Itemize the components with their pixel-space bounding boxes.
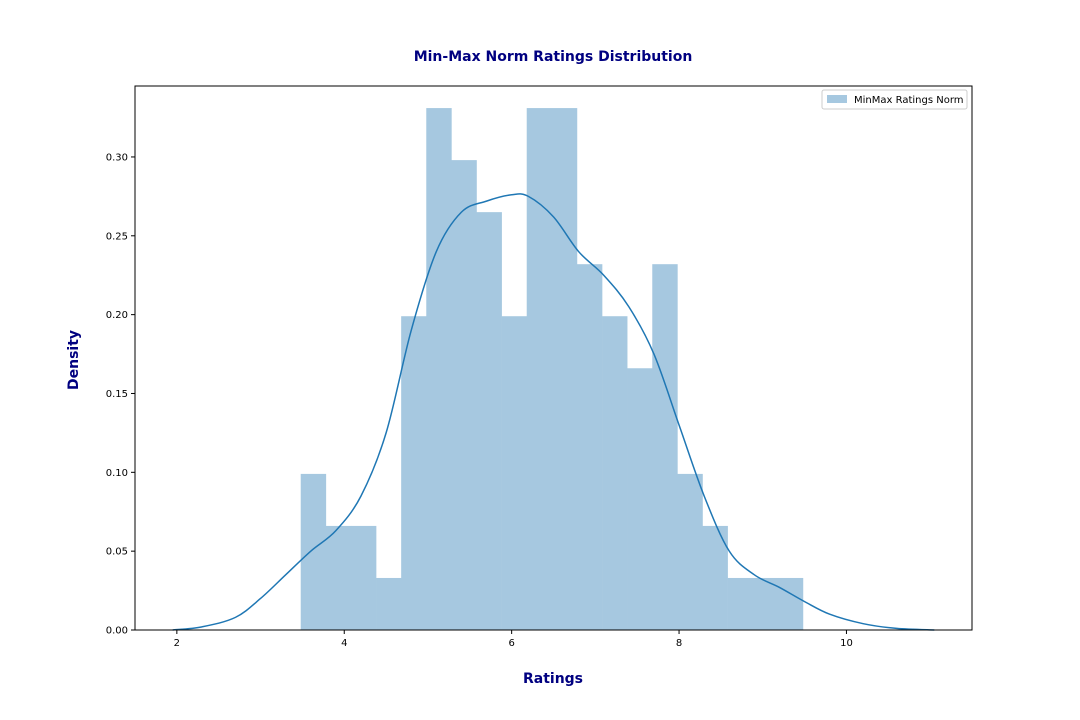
- x-tick-label: 6: [508, 638, 514, 649]
- histogram-bar: [727, 577, 754, 630]
- histogram-bar: [501, 316, 528, 630]
- histogram-bar: [426, 108, 452, 630]
- histogram-bar: [376, 577, 402, 630]
- histogram-bar: [325, 525, 352, 630]
- histogram-bar: [602, 316, 628, 630]
- y-tick-label: 0.15: [106, 389, 128, 400]
- y-tick-label: 0.30: [106, 152, 128, 163]
- histogram-bar: [476, 212, 502, 630]
- histogram-bar: [350, 525, 377, 630]
- histogram-bar: [401, 316, 427, 630]
- x-tick-label: 10: [840, 638, 853, 649]
- histogram-bar: [652, 264, 678, 630]
- y-tick-label: 0.25: [106, 231, 128, 242]
- histogram-bar: [752, 577, 779, 630]
- histogram-bar: [777, 577, 804, 630]
- histogram-bar: [551, 108, 578, 630]
- legend-box: [821, 89, 968, 110]
- legend-entry-label: MinMax Ratings Norm: [854, 95, 964, 106]
- y-tick-label: 0.05: [106, 547, 128, 558]
- histogram-bar: [627, 368, 653, 630]
- y-tick-label: 0.20: [106, 310, 128, 321]
- chart-title: Min-Max Norm Ratings Distribution: [414, 49, 693, 65]
- y-axis-label: Density: [66, 330, 82, 390]
- y-tick-label: 0.10: [106, 468, 128, 479]
- x-axis-label: Ratings: [523, 671, 583, 687]
- x-tick-label: 4: [341, 638, 347, 649]
- x-tick-label: 2: [174, 638, 180, 649]
- legend: MinMax Ratings Norm: [821, 89, 968, 110]
- histogram-bar: [451, 160, 477, 630]
- kde-curve: [172, 193, 935, 631]
- histogram-bar: [576, 264, 603, 630]
- y-tick-label: 0.00: [106, 626, 128, 637]
- plot-frame: [134, 85, 973, 631]
- x-tick-label: 8: [676, 638, 682, 649]
- histogram-bar: [300, 473, 327, 630]
- histogram-bar: [702, 525, 728, 630]
- histogram-bar: [526, 108, 553, 630]
- plot-area: [172, 108, 935, 631]
- histogram-bar: [677, 473, 703, 630]
- legend-swatch: [827, 95, 847, 103]
